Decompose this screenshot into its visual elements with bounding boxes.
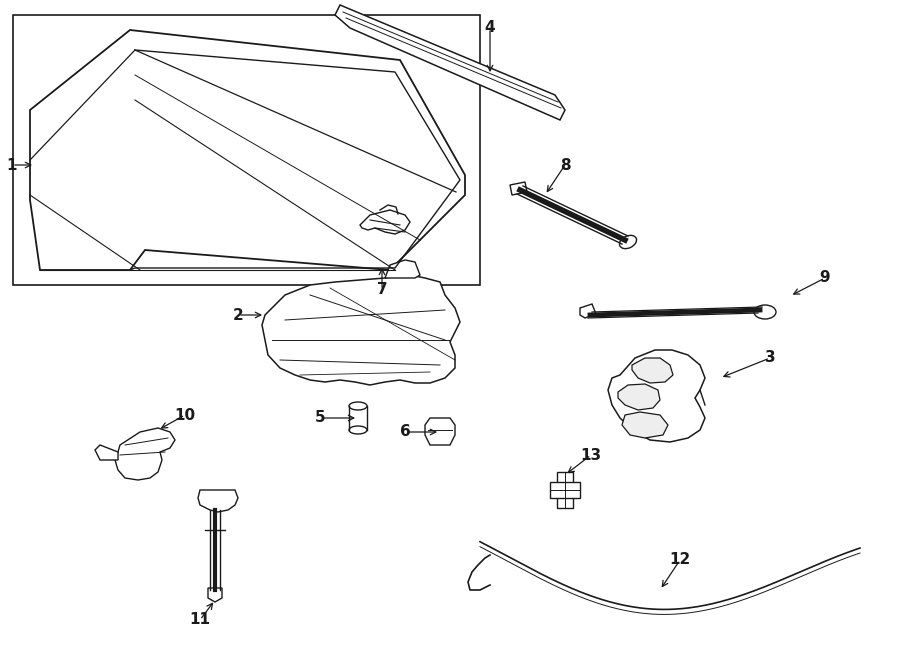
Text: 6: 6	[400, 424, 410, 440]
Polygon shape	[425, 418, 455, 445]
Polygon shape	[208, 588, 222, 602]
Polygon shape	[115, 428, 175, 480]
Text: 2: 2	[232, 307, 243, 323]
Polygon shape	[580, 304, 596, 318]
Text: 7: 7	[377, 282, 387, 297]
Text: 5: 5	[315, 410, 325, 426]
Polygon shape	[632, 358, 673, 383]
Polygon shape	[608, 350, 705, 442]
Text: 4: 4	[485, 20, 495, 36]
Polygon shape	[95, 445, 118, 460]
Ellipse shape	[349, 402, 367, 410]
Polygon shape	[385, 260, 420, 278]
Text: 3: 3	[765, 350, 775, 366]
Polygon shape	[198, 490, 238, 512]
Polygon shape	[335, 5, 565, 120]
Polygon shape	[360, 210, 410, 234]
Text: 9: 9	[820, 270, 831, 286]
Text: 13: 13	[580, 447, 601, 463]
Ellipse shape	[754, 305, 776, 319]
Polygon shape	[510, 182, 527, 195]
Bar	[13, 15, 480, 285]
Polygon shape	[622, 412, 668, 438]
Text: 11: 11	[190, 613, 211, 627]
Ellipse shape	[619, 235, 636, 249]
Bar	[550, 482, 580, 498]
Text: 1: 1	[7, 157, 17, 173]
Text: 12: 12	[670, 553, 690, 568]
Polygon shape	[618, 384, 660, 410]
Polygon shape	[30, 30, 465, 270]
Bar	[557, 472, 573, 508]
Polygon shape	[262, 275, 460, 385]
Text: 8: 8	[560, 157, 571, 173]
Text: 10: 10	[175, 407, 195, 422]
Ellipse shape	[349, 426, 367, 434]
